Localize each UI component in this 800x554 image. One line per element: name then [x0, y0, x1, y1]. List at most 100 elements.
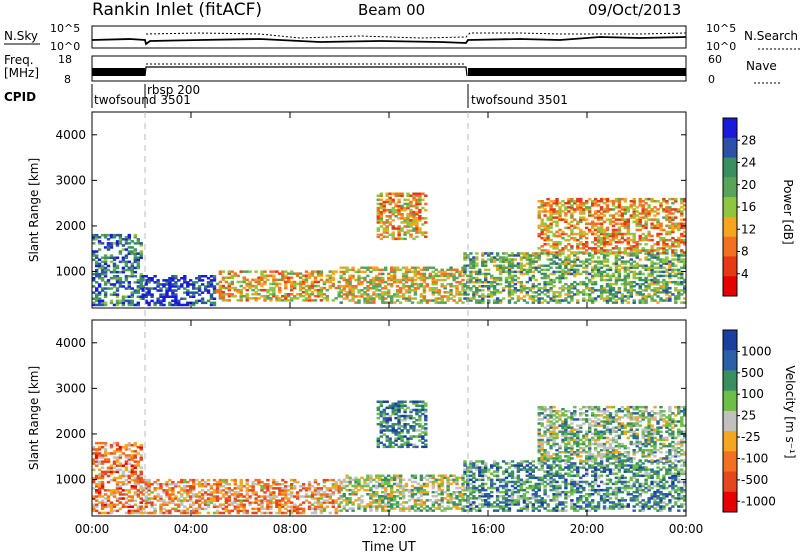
echo-cell — [124, 295, 129, 298]
echo-cell — [593, 274, 598, 278]
echo-cell — [653, 226, 657, 230]
echo-cell — [393, 495, 397, 498]
echo-cell — [656, 282, 660, 286]
echo-cell — [301, 295, 306, 298]
echo-cell — [224, 286, 229, 290]
echo-cell — [680, 301, 684, 304]
echo-cell — [593, 204, 598, 207]
echo-cell — [337, 505, 341, 508]
noise-search-trace — [145, 32, 687, 39]
echo-cell — [596, 204, 601, 207]
echo-cell — [683, 285, 687, 288]
echo-cell — [656, 243, 660, 246]
echo-cell — [596, 241, 601, 244]
echo-cell — [316, 288, 321, 292]
echo-cell — [109, 260, 114, 264]
echo-cell — [599, 208, 604, 211]
echo-cell — [127, 462, 131, 465]
echo-cell — [528, 266, 532, 269]
echo-cell — [596, 218, 601, 221]
echo-cell — [620, 214, 625, 217]
echo-cell — [144, 499, 148, 502]
echo-cell — [144, 480, 148, 484]
echo-cell — [209, 501, 214, 504]
echo-cell — [115, 441, 120, 445]
echo-cell — [659, 247, 663, 250]
echo-cell — [665, 291, 669, 294]
echo-cell — [501, 297, 506, 300]
echo-cell — [466, 264, 470, 267]
echo-cell — [263, 270, 267, 273]
echo-cell — [230, 478, 234, 482]
echo-cell — [384, 490, 388, 494]
echo-cell — [599, 226, 604, 230]
echo-cell — [186, 485, 190, 488]
echo-cell — [409, 416, 413, 420]
echo-cell — [186, 289, 190, 292]
echo-cell — [564, 299, 568, 302]
echo-cell — [227, 509, 231, 513]
echo-cell — [245, 480, 249, 484]
echo-cell — [599, 236, 604, 240]
echo-cell — [599, 297, 604, 300]
echo-cell — [647, 282, 651, 286]
echo-cell — [469, 488, 473, 492]
echo-cell — [127, 301, 131, 305]
echo-cell — [683, 222, 687, 225]
echo-cell — [537, 266, 541, 269]
echo-cell — [195, 495, 199, 498]
echo-cell — [293, 295, 297, 298]
echo-cell — [422, 291, 427, 294]
echo-cell — [449, 274, 453, 278]
echo-cell — [413, 282, 418, 286]
echo-cell — [490, 256, 494, 259]
echo-cell — [599, 276, 604, 280]
echo-cell — [348, 291, 352, 294]
echo-cell — [366, 488, 370, 492]
echo-cell — [130, 499, 134, 502]
echo-cell — [130, 505, 134, 508]
echo-cell — [428, 474, 432, 477]
echo-cell — [130, 299, 134, 303]
echo-cell — [254, 478, 258, 482]
echo-cell — [395, 278, 400, 282]
echo-cell — [144, 505, 148, 508]
echo-cell — [425, 282, 429, 286]
echo-cell — [472, 501, 476, 504]
echo-cell — [561, 260, 565, 263]
echo-cell — [284, 280, 288, 284]
echo-cell — [632, 272, 636, 276]
echo-cell — [437, 499, 441, 502]
echo-cell — [112, 242, 117, 245]
echo-cell — [662, 241, 666, 244]
echo-cell — [351, 297, 355, 300]
echo-cell — [472, 264, 476, 267]
echo-cell — [510, 262, 515, 265]
echo-cell — [683, 266, 687, 269]
echo-cell — [528, 278, 532, 282]
echo-cell — [585, 270, 589, 274]
echo-cell — [415, 217, 419, 220]
echo-cell — [419, 282, 424, 286]
echo-cell — [413, 272, 418, 276]
echo-cell — [608, 218, 613, 221]
echo-cell — [596, 228, 601, 232]
echo-cell — [540, 206, 544, 209]
echo-cell — [418, 433, 422, 436]
echo-cell — [382, 208, 386, 212]
echo-cell — [287, 493, 291, 496]
echo-cell — [112, 233, 117, 237]
echo-cell — [510, 266, 515, 269]
echo-cell — [115, 264, 120, 268]
echo-cell — [674, 274, 678, 278]
echo-cell — [95, 264, 99, 268]
echo-cell — [313, 478, 318, 482]
echo-cell — [342, 278, 346, 282]
echo-cell — [391, 423, 395, 426]
echo-cell — [449, 285, 453, 288]
echo-cell — [656, 232, 660, 236]
echo-cell — [617, 238, 622, 242]
freq-trace-mid — [144, 66, 468, 77]
echo-cell — [561, 285, 565, 288]
echo-cell — [596, 236, 601, 240]
